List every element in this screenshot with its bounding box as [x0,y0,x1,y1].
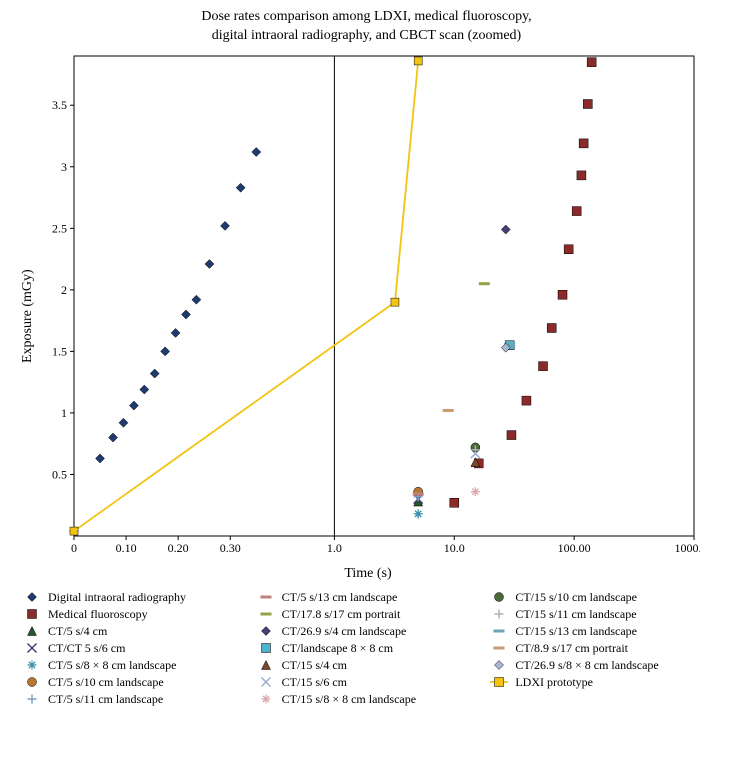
svg-text:1.0: 1.0 [327,541,342,555]
svg-text:0.10: 0.10 [116,541,137,555]
legend-label: CT/15 s/11 cm landscape [515,607,636,622]
legend-item: CT/15 s/8 × 8 cm landscape [256,692,478,707]
svg-text:1: 1 [61,406,67,420]
legend-item: CT/CT 5 s/6 cm [22,641,244,656]
x-axis-label: Time (s) [36,566,700,582]
svg-text:3.5: 3.5 [52,98,67,112]
legend-label: Digital intraoral radiography [48,590,186,605]
legend-label: LDXI prototype [515,675,593,690]
svg-text:2.5: 2.5 [52,221,67,235]
legend-label: CT/5 s/10 cm landscape [48,675,164,690]
legend-label: CT/26.9 s/8 × 8 cm landscape [515,658,658,673]
svg-text:0.5: 0.5 [52,467,67,481]
legend-item: CT/15 s/13 cm landscape [489,624,711,639]
legend-item: Digital intraoral radiography [22,590,244,605]
legend: Digital intraoral radiography CT/5 s/13 c… [16,590,717,707]
legend-item: LDXI prototype [489,675,711,690]
legend-item: CT/26.9 s/8 × 8 cm landscape [489,658,711,673]
plot-area: Exposure (mGy) 0.511.522.533.500.100.200… [16,50,717,582]
legend-item: CT/26.9 s/4 cm landscape [256,624,478,639]
y-axis-label: Exposure (mGy) [16,50,36,582]
chart-title: Dose rates comparison among LDXI, medica… [16,8,717,46]
legend-item: CT/15 s/11 cm landscape [489,607,711,622]
legend-item: CT/5 s/13 cm landscape [256,590,478,605]
svg-text:0.20: 0.20 [168,541,189,555]
legend-item: CT/landscape 8 × 8 cm [256,641,478,656]
legend-item: CT/15 s/4 cm [256,658,478,673]
legend-label: CT/15 s/4 cm [282,658,347,673]
svg-text:3: 3 [61,160,67,174]
legend-label: CT/5 s/4 cm [48,624,107,639]
svg-text:0.30: 0.30 [220,541,241,555]
legend-item: CT/5 s/11 cm landscape [22,692,244,707]
legend-label: Medical fluoroscopy [48,607,148,622]
legend-label: CT/5 s/8 × 8 cm landscape [48,658,176,673]
legend-item: CT/8.9 s/17 cm portrait [489,641,711,656]
legend-label: CT/5 s/11 cm landscape [48,692,163,707]
svg-text:1.5: 1.5 [52,344,67,358]
legend-item: CT/15 s/6 cm [256,675,478,690]
legend-label: CT/8.9 s/17 cm portrait [515,641,628,656]
chart-svg: 0.5 1 1.5 2 2.5 3 3.5 0 0.10 0.20 0.30 1.0 10.0 100.0… [36,50,700,564]
svg-text:10.0: 10.0 [444,541,465,555]
legend-label: CT/15 s/10 cm landscape [515,590,637,605]
legend-label: CT/landscape 8 × 8 cm [282,641,393,656]
legend-label: CT/26.9 s/4 cm landscape [282,624,407,639]
svg-text:2: 2 [61,283,67,297]
svg-text:1000.00: 1000.00 [675,541,701,555]
legend-label: CT/15 s/13 cm landscape [515,624,637,639]
legend-item: CT/5 s/10 cm landscape [22,675,244,690]
legend-label: CT/17.8 s/17 cm portrait [282,607,401,622]
legend-label: CT/5 s/13 cm landscape [282,590,398,605]
legend-label: CT/15 s/6 cm [282,675,347,690]
legend-item: CT/5 s/8 × 8 cm landscape [22,658,244,673]
svg-text:0: 0 [71,541,77,555]
svg-text:100.00: 100.00 [558,541,591,555]
legend-item: CT/5 s/4 cm [22,624,244,639]
legend-label: CT/15 s/8 × 8 cm landscape [282,692,416,707]
legend-item: CT/15 s/10 cm landscape [489,590,711,605]
legend-label: CT/CT 5 s/6 cm [48,641,125,656]
legend-item: Medical fluoroscopy [22,607,244,622]
legend-item: CT/17.8 s/17 cm portrait [256,607,478,622]
